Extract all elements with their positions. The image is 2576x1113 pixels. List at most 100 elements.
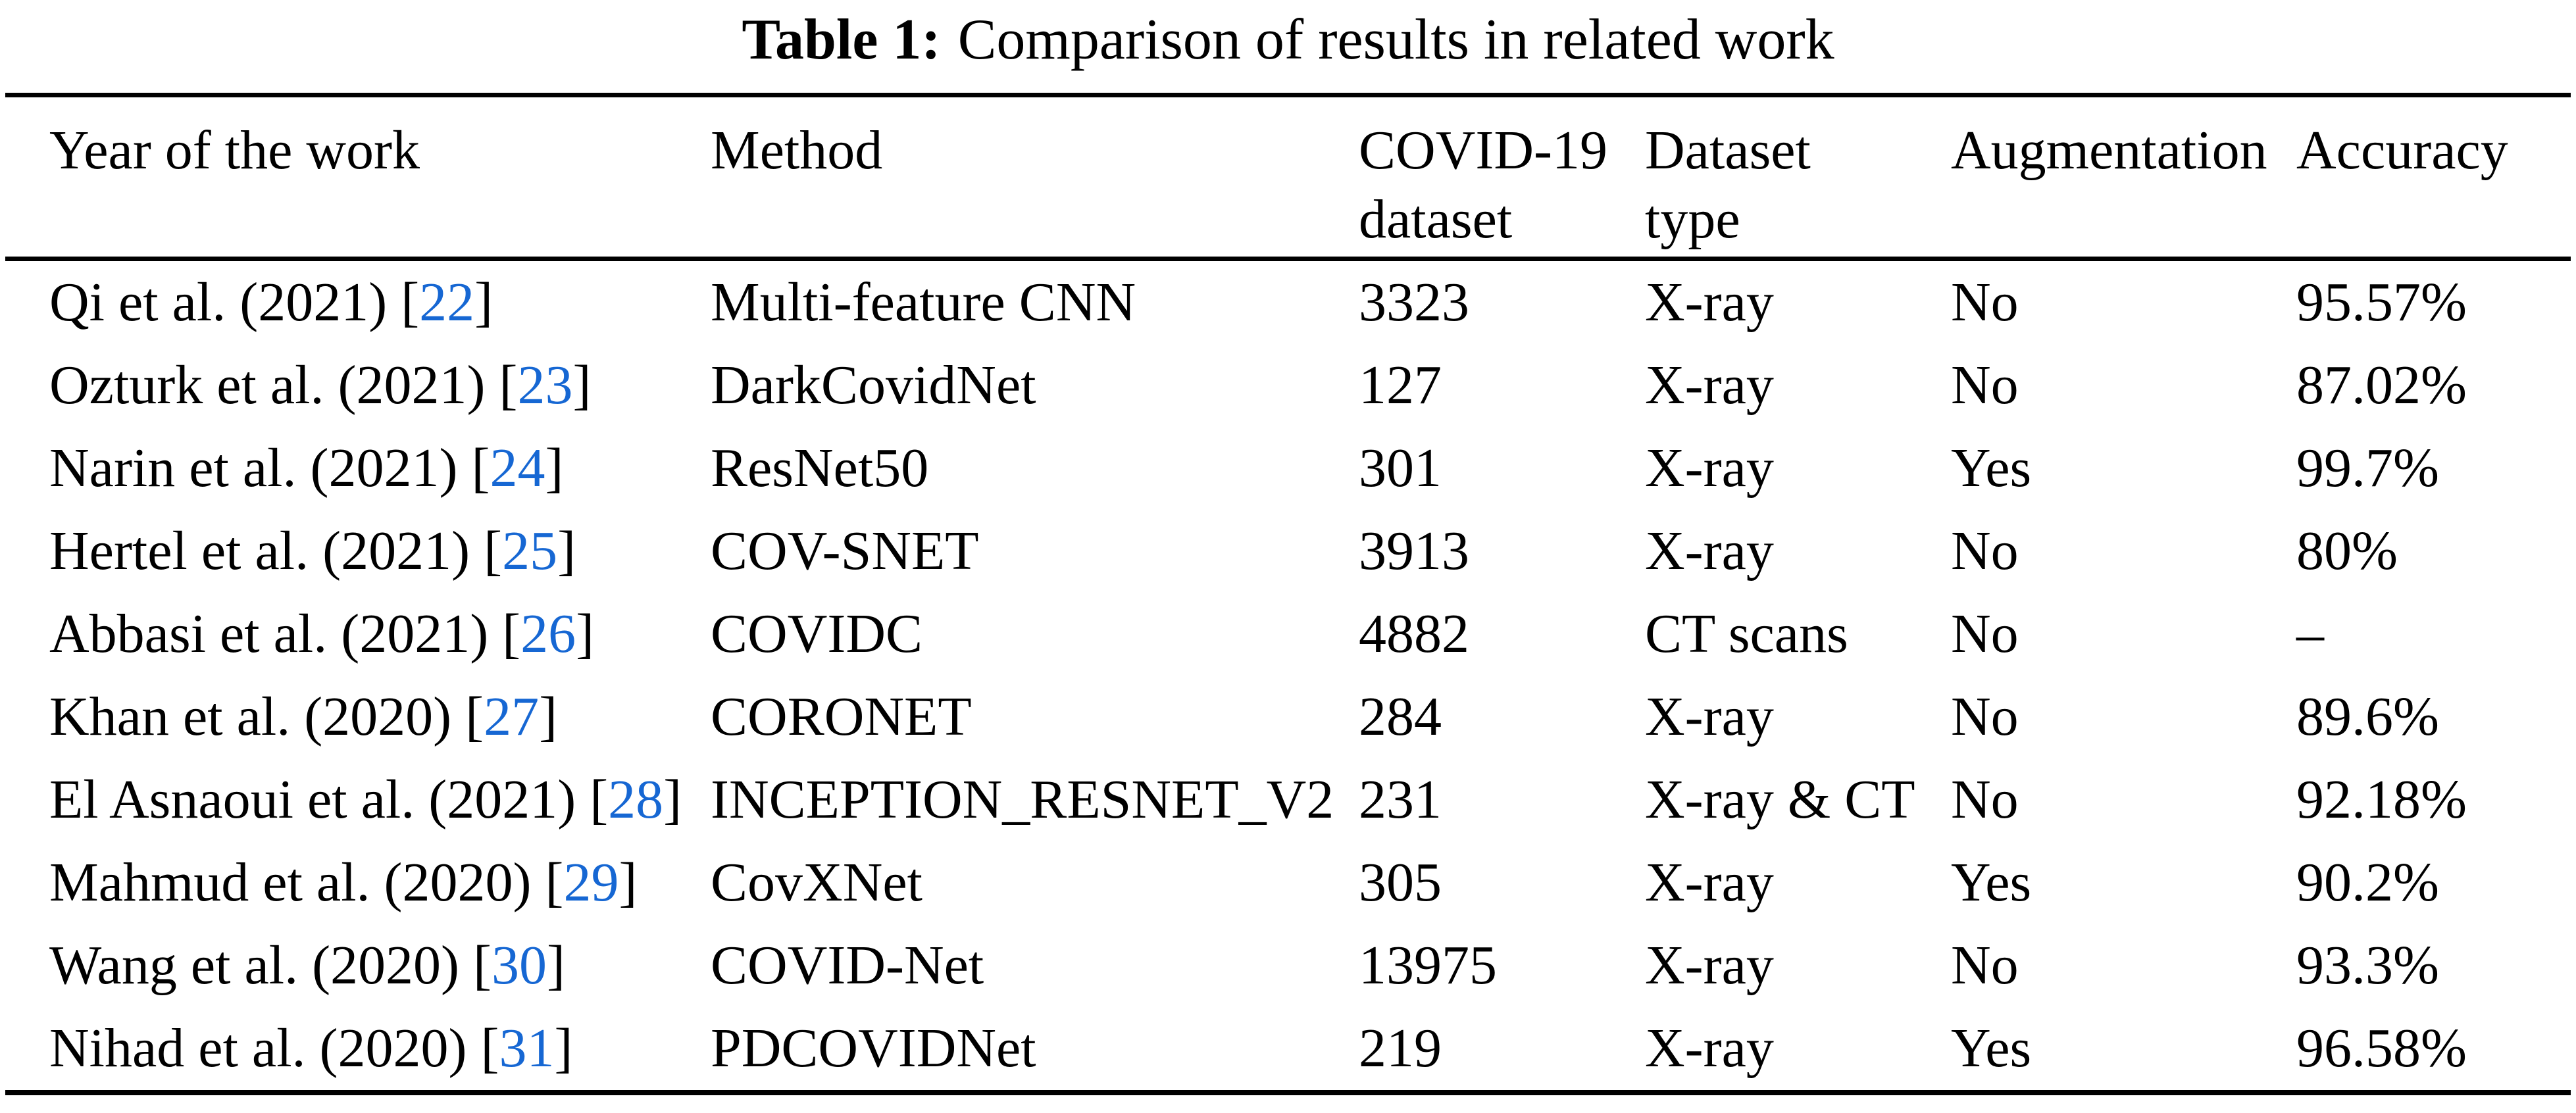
table-row: Nihad et al. (2020) [31] PDCOVIDNet 219 … (5, 1007, 2571, 1093)
citation-link[interactable]: 23 (517, 354, 573, 416)
cell-dataset-count: 13975 (1359, 934, 1497, 996)
cell-dataset-type: X-ray & CT (1645, 768, 1915, 830)
citation-link[interactable]: 30 (492, 934, 547, 996)
citation-link[interactable]: 31 (499, 1017, 555, 1079)
citation-bracket: [ (484, 520, 503, 581)
cell-dataset-count: 305 (1359, 851, 1442, 913)
cell-accuracy: 92.18% (2296, 768, 2467, 830)
cell-year: El Asnaoui et al. (2021) [28] (5, 758, 711, 841)
cell-dataset-count: 219 (1359, 1017, 1442, 1079)
cell-dataset-type: CT scans (1645, 603, 1848, 664)
citation-bracket: ] (557, 520, 576, 581)
cell-augmentation: No (1951, 768, 2019, 830)
citation-bracket: [ (473, 934, 492, 996)
citation-bracket: [ (471, 437, 490, 499)
author-year: Narin et al. (2021) (49, 437, 458, 499)
cell-method: Multi-feature CNN (711, 271, 1136, 333)
col-header-method: Method (711, 119, 883, 181)
cell-accuracy: 96.58% (2296, 1017, 2467, 1079)
cell-method: CORONET (711, 685, 972, 747)
cell-augmentation: Yes (1951, 851, 2032, 913)
cell-year: Khan et al. (2020) [27] (5, 676, 711, 758)
cell-augmentation: No (1951, 603, 2019, 664)
col-header-year: Year of the work (49, 119, 420, 181)
cell-accuracy: 89.6% (2296, 685, 2439, 747)
cell-method: PDCOVIDNet (711, 1017, 1036, 1079)
citation-bracket: [ (590, 768, 609, 830)
citation-bracket: [ (545, 851, 564, 913)
cell-augmentation: No (1951, 271, 2019, 333)
citation-bracket: ] (663, 768, 682, 830)
table-row: Wang et al. (2020) [30] COVID-Net 13975 … (5, 924, 2571, 1007)
citation-bracket: ] (547, 934, 565, 996)
citation-link[interactable]: 28 (608, 768, 664, 830)
table-caption: Table 1: Comparison of results in related… (0, 0, 2576, 75)
table-caption-label: Table 1: (742, 8, 941, 72)
cell-year: Ozturk et al. (2021) [23] (5, 344, 711, 427)
citation-bracket: [ (465, 685, 484, 747)
citation-bracket: ] (576, 603, 595, 664)
citation-bracket: ] (545, 437, 564, 499)
cell-accuracy: 95.57% (2296, 271, 2467, 333)
citation-link[interactable]: 29 (563, 851, 619, 913)
author-year: Ozturk et al. (2021) (49, 354, 486, 416)
cell-accuracy: 93.3% (2296, 934, 2439, 996)
citation-link[interactable]: 26 (520, 603, 576, 664)
cell-accuracy: 90.2% (2296, 851, 2439, 913)
cell-dataset-count: 301 (1359, 437, 1442, 499)
cell-dataset-type: X-ray (1645, 1017, 1774, 1079)
citation-link[interactable]: 22 (419, 271, 475, 333)
cell-dataset-type: X-ray (1645, 354, 1774, 416)
cell-dataset-type: X-ray (1645, 934, 1774, 996)
cell-method: CovXNet (711, 851, 922, 913)
author-year: Qi et al. (2021) (49, 271, 388, 333)
cell-year: Hertel et al. (2021) [25] (5, 510, 711, 593)
author-year: Hertel et al. (2021) (49, 520, 470, 581)
citation-bracket: [ (499, 354, 518, 416)
author-year: Wang et al. (2020) (49, 934, 460, 996)
cell-method: COVIDC (711, 603, 923, 664)
cell-dataset-count: 127 (1359, 354, 1442, 416)
author-year: Nihad et al. (2020) (49, 1017, 467, 1079)
cell-accuracy: 87.02% (2296, 354, 2467, 416)
citation-bracket: ] (572, 354, 592, 416)
cell-dataset-count: 3323 (1359, 271, 1469, 333)
cell-dataset-count: 284 (1359, 685, 1442, 747)
cell-dataset-type: X-ray (1645, 520, 1774, 581)
comparison-table: Year of the work Method COVID-19 dataset… (5, 92, 2571, 1095)
cell-augmentation: No (1951, 934, 2019, 996)
citation-bracket: ] (539, 685, 558, 747)
header-row: Year of the work Method COVID-19 dataset… (5, 95, 2571, 259)
cell-method: ResNet50 (711, 437, 929, 499)
col-header-accuracy: Accuracy (2296, 119, 2508, 181)
cell-year: Wang et al. (2020) [30] (5, 924, 711, 1007)
cell-accuracy: 99.7% (2296, 437, 2439, 499)
cell-accuracy: 80% (2296, 520, 2398, 581)
cell-dataset-count: 3913 (1359, 520, 1469, 581)
cell-augmentation: No (1951, 685, 2019, 747)
table-row: Qi et al. (2021) [22] Multi-feature CNN … (5, 259, 2571, 344)
cell-dataset-count: 4882 (1359, 603, 1469, 664)
cell-augmentation: Yes (1951, 437, 2032, 499)
col-header-dataset-type: Dataset type (1645, 119, 1811, 250)
citation-bracket: ] (474, 271, 493, 333)
citation-link[interactable]: 24 (490, 437, 545, 499)
table-caption-text: Comparison of results in related work (957, 8, 1834, 72)
cell-method: DarkCovidNet (711, 354, 1036, 416)
table-row: Khan et al. (2020) [27] CORONET 284 X-ra… (5, 676, 2571, 758)
cell-year: Narin et al. (2021) [24] (5, 427, 711, 510)
cell-method: INCEPTION_RESNET_V2 (711, 768, 1334, 830)
author-year: Khan et al. (2020) (49, 685, 452, 747)
cell-dataset-type: X-ray (1645, 685, 1774, 747)
citation-bracket: [ (480, 1017, 499, 1079)
citation-bracket: ] (619, 851, 638, 913)
author-year: Abbasi et al. (2021) (49, 603, 489, 664)
cell-augmentation: No (1951, 354, 2019, 416)
table-row: Hertel et al. (2021) [25] COV-SNET 3913 … (5, 510, 2571, 593)
cell-year: Mahmud et al. (2020) [29] (5, 841, 711, 924)
table-row: Ozturk et al. (2021) [23] DarkCovidNet 1… (5, 344, 2571, 427)
citation-link[interactable]: 25 (502, 520, 558, 581)
cell-method: COV-SNET (711, 520, 979, 581)
citation-link[interactable]: 27 (484, 685, 540, 747)
cell-accuracy: – (2296, 603, 2324, 664)
